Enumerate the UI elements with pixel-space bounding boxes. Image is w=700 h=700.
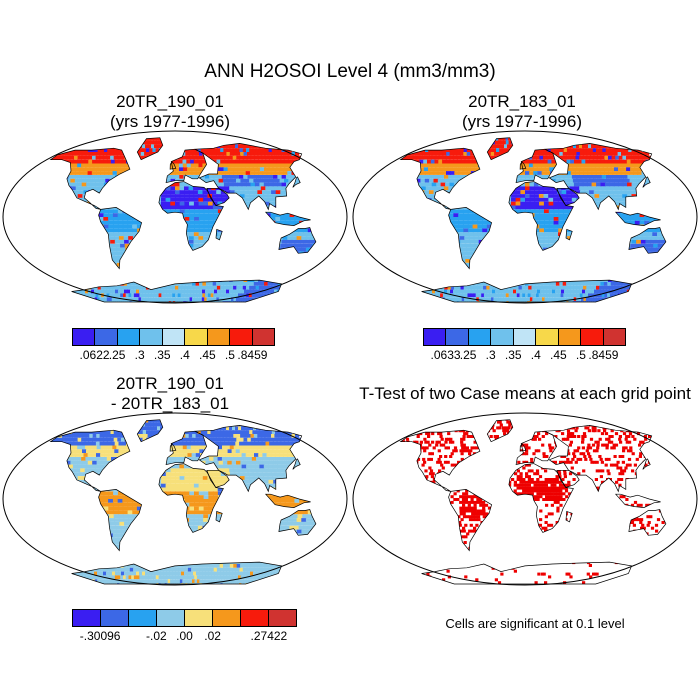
colorbar-tick-label: .25 [459, 348, 477, 362]
colorbar-swatch [117, 329, 141, 345]
significance-note: Cells are significant at 0.1 level [445, 616, 625, 631]
panel-1-years: (yrs 1977-1996) [109, 112, 230, 131]
world-map [2, 130, 348, 304]
colorbar-tick-label: .00 [176, 629, 193, 643]
colorbar-swatch [162, 329, 186, 345]
colorbar-swatch [581, 329, 604, 345]
map-panel-case-183 [352, 130, 698, 309]
panel-3-difference-label: - 20TR_183_01 [110, 394, 230, 413]
map-panel-difference [2, 412, 348, 591]
colorbar-swatch [230, 329, 253, 345]
map-panel-ttest [352, 412, 698, 591]
colorbar-swatch [558, 329, 582, 345]
colorbar-tick-label: .3 [485, 348, 496, 362]
colorbar-swatch [73, 610, 101, 626]
colorbar-tick-label: .25 [108, 348, 126, 362]
panel-4-title: T-Test of two Case means at each grid po… [359, 384, 691, 403]
colorbar-tick-label: .45 [198, 348, 216, 362]
colorbar-swatch [468, 329, 492, 345]
colorbar-swatch [603, 329, 625, 345]
colorbar-swatch [157, 610, 185, 626]
colorbar-tick-label: .35 [153, 348, 171, 362]
colorbar-tick-label: -.02 [146, 629, 167, 643]
figure-title: ANN H2OSOI Level 4 (mm3/mm3) [204, 61, 496, 82]
panel-1-title: 20TR_190_01 (yrs 1977-1996) [40, 92, 300, 132]
colorbar-swatch [101, 610, 129, 626]
colorbar-swatch [185, 329, 208, 345]
colorbar-tick-label: .5 [575, 348, 586, 362]
colorbar-swatch [424, 329, 447, 345]
colorbar-swatch [252, 329, 274, 345]
colorbar-tick-label: -.30096 [79, 629, 121, 643]
colorbar-swatch [491, 329, 514, 345]
colorbar-swatch [73, 329, 96, 345]
panel-2-years: (yrs 1977-1996) [461, 112, 582, 131]
world-map [352, 130, 698, 304]
colorbar-tick-label: .8459 [588, 348, 619, 362]
colorbar-swatch [241, 610, 269, 626]
panel-2-case-name: 20TR_183_01 [468, 92, 576, 111]
colorbar-swatch [95, 329, 118, 345]
colorbar-case-183 [423, 328, 626, 346]
world-map [352, 412, 698, 586]
colorbar-case-190 [72, 328, 275, 346]
colorbar-tick-label: .35 [504, 348, 522, 362]
colorbar-tick-label: .0622 [79, 348, 110, 362]
colorbar-tick-label: .45 [549, 348, 567, 362]
colorbar-tick-label: .0633 [430, 348, 461, 362]
colorbar-swatch [536, 329, 559, 345]
colorbar-tick-label: .4 [179, 348, 190, 362]
colorbar-swatch [129, 610, 157, 626]
colorbar-tick-label: .3 [134, 348, 145, 362]
colorbar-tick-label: .8459 [237, 348, 268, 362]
colorbar-swatch [213, 610, 241, 626]
panel-1-case-name: 20TR_190_01 [116, 92, 224, 111]
colorbar-swatch [269, 610, 296, 626]
map-panel-case-190 [2, 130, 348, 309]
colorbar-swatch [513, 329, 537, 345]
colorbar-swatch [446, 329, 469, 345]
panel-2-title: 20TR_183_01 (yrs 1977-1996) [392, 92, 652, 132]
colorbar-swatch [207, 329, 231, 345]
colorbar-tick-label: .02 [204, 629, 221, 643]
colorbar-swatch [140, 329, 163, 345]
colorbar-swatch [185, 610, 213, 626]
panel-3-title: 20TR_190_01 - 20TR_183_01 [40, 374, 300, 414]
colorbar-tick-label: .4 [530, 348, 541, 362]
world-map [2, 412, 348, 586]
colorbar-difference [72, 609, 297, 627]
colorbar-tick-label: .27422 [250, 629, 288, 643]
panel-3-case-name: 20TR_190_01 [116, 374, 224, 393]
colorbar-tick-label: .5 [224, 348, 235, 362]
